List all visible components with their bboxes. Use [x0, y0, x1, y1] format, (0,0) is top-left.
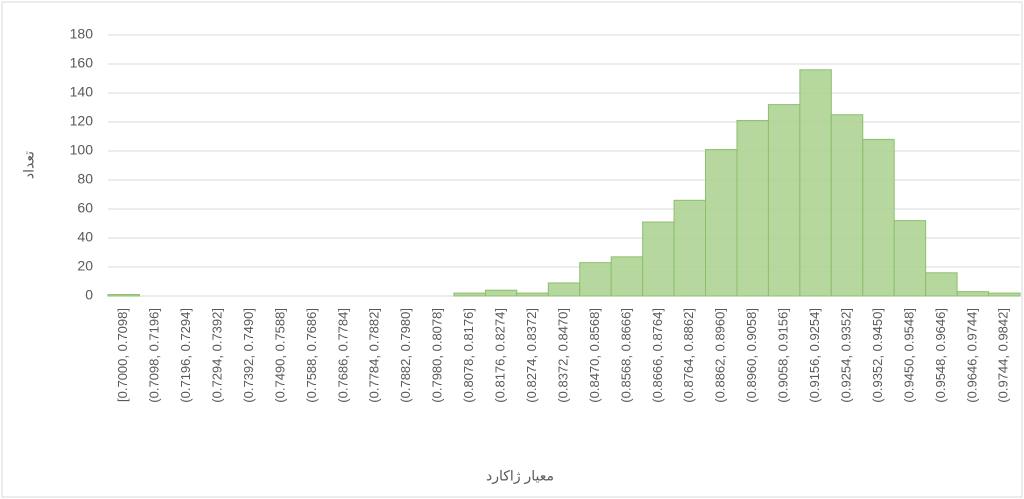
bar	[957, 292, 988, 296]
y-tick-label: 0	[85, 287, 93, 303]
x-tick-label: (0.7686, 0.7784]	[335, 308, 350, 403]
x-tick-label: (0.7196, 0.7294]	[178, 308, 193, 403]
x-tick-label: (0.8470, 0.8568]	[587, 308, 602, 403]
bar	[485, 290, 516, 296]
bar	[989, 293, 1020, 296]
bar	[548, 283, 579, 296]
bar	[926, 273, 957, 296]
y-tick-label: 60	[77, 200, 93, 216]
bar	[108, 295, 139, 296]
x-tick-label: (0.9548, 0.9646]	[933, 308, 948, 403]
x-tick-label: (0.8176, 0.8274]	[493, 308, 508, 403]
bar	[894, 221, 925, 296]
page: {"chart_data": {"type": "bar", "x_label"…	[0, 0, 1024, 499]
y-tick-label: 180	[70, 26, 94, 42]
x-tick-label: (0.9058, 0.9156]	[776, 308, 791, 403]
x-tick-label: (0.7490, 0.7588]	[272, 308, 287, 403]
y-tick-label: 120	[70, 113, 94, 129]
bar	[706, 150, 737, 296]
bar	[517, 293, 548, 296]
bar	[768, 105, 799, 296]
x-tick-label: [0.7000, 0.7098]	[115, 308, 130, 402]
bar	[800, 70, 831, 296]
x-tick-label: (0.9450, 0.9548]	[901, 308, 916, 403]
x-tick-label: (0.9646, 0.9744]	[964, 308, 979, 403]
x-tick-label: (0.9744, 0.9842]	[996, 308, 1011, 403]
y-tick-label: 100	[70, 142, 94, 158]
x-tick-label: (0.8372, 0.8470]	[555, 308, 570, 403]
x-tick-label: (0.7098, 0.7196]	[147, 308, 162, 403]
y-axis-label: تعداد	[21, 151, 37, 179]
x-tick-label: (0.7588, 0.7686]	[304, 308, 319, 403]
x-tick-label: (0.9254, 0.9352]	[838, 308, 853, 403]
bar	[454, 293, 485, 296]
y-tick-label: 20	[77, 258, 93, 274]
chart: تعداد معیار ژاکارد 0 20 40 60 80 100 120 140 160…	[0, 0, 1024, 499]
x-tick-label: (0.7392, 0.7490]	[241, 308, 256, 403]
bar	[863, 139, 894, 296]
bar	[643, 222, 674, 296]
x-tick-label: (0.9156, 0.9254]	[807, 308, 822, 403]
y-tick-label: 160	[70, 55, 94, 71]
x-tick-label: (0.8568, 0.8666]	[618, 308, 633, 403]
x-tick-label: (0.8078, 0.8176]	[461, 308, 476, 403]
y-tick-label: 140	[70, 84, 94, 100]
bar	[611, 257, 642, 296]
bar	[580, 263, 611, 296]
x-tick-label: (0.7784, 0.7882]	[367, 308, 382, 403]
x-axis-label: معیار ژاکارد	[486, 468, 554, 485]
x-tick-label: (0.7882, 0.7980]	[398, 308, 413, 403]
x-tick-label: (0.7980, 0.8078]	[430, 308, 445, 403]
x-tick-label: (0.8960, 0.9058]	[744, 308, 759, 403]
y-tick-label: 40	[77, 229, 93, 245]
y-tick-label: 80	[77, 171, 93, 187]
x-tick-label: (0.8862, 0.8960]	[713, 308, 728, 403]
bar	[737, 121, 768, 296]
bar	[831, 115, 862, 296]
x-tick-label: (0.9352, 0.9450]	[870, 308, 885, 403]
x-tick-label: (0.8274, 0.8372]	[524, 308, 539, 403]
x-tick-label: (0.7294, 0.7392]	[210, 308, 225, 403]
bar	[674, 200, 705, 296]
x-tick-label: (0.8764, 0.8862]	[681, 308, 696, 403]
x-tick-label: (0.8666, 0.8764]	[650, 308, 665, 403]
